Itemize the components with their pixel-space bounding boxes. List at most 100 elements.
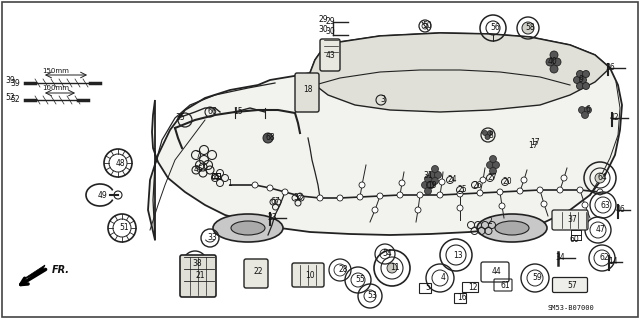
Text: 50: 50	[422, 21, 432, 31]
Circle shape	[357, 194, 363, 200]
Circle shape	[521, 177, 527, 183]
Text: 10: 10	[305, 271, 315, 279]
Text: 8: 8	[488, 130, 493, 139]
FancyBboxPatch shape	[292, 263, 324, 287]
Circle shape	[267, 185, 273, 191]
Circle shape	[439, 179, 445, 185]
Text: 11: 11	[390, 263, 400, 272]
Text: 27: 27	[487, 174, 497, 182]
Text: 100mm: 100mm	[42, 85, 69, 91]
Circle shape	[499, 203, 505, 209]
Text: 59: 59	[532, 273, 542, 283]
Circle shape	[582, 70, 589, 78]
Circle shape	[282, 189, 288, 195]
Ellipse shape	[495, 221, 529, 235]
Circle shape	[553, 58, 561, 66]
Circle shape	[497, 189, 503, 195]
Circle shape	[488, 130, 493, 136]
Text: 19: 19	[427, 181, 437, 189]
Text: FR.: FR.	[52, 265, 70, 275]
Text: 60: 60	[569, 235, 579, 244]
Circle shape	[582, 83, 589, 90]
Text: 52: 52	[5, 93, 15, 102]
Text: 30: 30	[318, 25, 328, 34]
Circle shape	[517, 188, 523, 194]
Circle shape	[582, 202, 588, 208]
Text: SM53-B07000: SM53-B07000	[548, 305, 595, 311]
Circle shape	[573, 77, 580, 84]
FancyBboxPatch shape	[552, 278, 588, 293]
Circle shape	[541, 201, 547, 207]
Circle shape	[597, 189, 603, 195]
Circle shape	[317, 195, 323, 201]
Text: 63: 63	[600, 201, 610, 210]
Text: 41: 41	[213, 174, 223, 182]
Text: 28: 28	[339, 265, 348, 275]
Text: 56: 56	[490, 24, 500, 33]
Circle shape	[550, 65, 558, 73]
Circle shape	[424, 175, 431, 182]
Circle shape	[537, 187, 543, 193]
Text: 29: 29	[318, 15, 328, 24]
Polygon shape	[148, 33, 622, 240]
Text: 51: 51	[119, 224, 129, 233]
Circle shape	[485, 135, 490, 139]
Circle shape	[297, 193, 303, 199]
Text: 30: 30	[325, 27, 335, 36]
Circle shape	[435, 172, 442, 179]
Text: 25: 25	[457, 186, 467, 195]
Text: 6: 6	[586, 106, 591, 115]
Text: 3: 3	[381, 95, 385, 105]
Circle shape	[252, 182, 258, 188]
Text: 9: 9	[579, 76, 584, 85]
Text: 35: 35	[175, 114, 185, 122]
Text: 22: 22	[253, 268, 263, 277]
Text: 31: 31	[423, 170, 433, 180]
Text: 1: 1	[228, 179, 232, 188]
Circle shape	[579, 107, 586, 114]
Circle shape	[417, 192, 423, 198]
Text: 36: 36	[605, 63, 615, 72]
Text: 57: 57	[567, 280, 577, 290]
Circle shape	[337, 195, 343, 201]
Text: 37: 37	[567, 216, 577, 225]
Text: 17: 17	[530, 138, 540, 147]
Bar	[212, 173, 220, 178]
Text: 61: 61	[500, 280, 510, 290]
Text: 5: 5	[426, 283, 431, 292]
Ellipse shape	[213, 214, 283, 242]
Bar	[462, 282, 478, 292]
Circle shape	[263, 133, 273, 143]
Circle shape	[522, 22, 534, 34]
Circle shape	[561, 175, 567, 181]
Text: 17: 17	[528, 140, 538, 150]
Circle shape	[415, 207, 421, 213]
Text: 52: 52	[10, 95, 20, 105]
Text: 14: 14	[608, 257, 618, 266]
Circle shape	[493, 161, 499, 168]
Circle shape	[431, 177, 438, 184]
Polygon shape	[22, 265, 45, 280]
Polygon shape	[310, 33, 610, 112]
Text: 33: 33	[207, 234, 217, 242]
Text: 21: 21	[195, 271, 205, 279]
Circle shape	[387, 263, 397, 273]
Text: 32: 32	[293, 194, 303, 203]
Text: 64: 64	[597, 174, 607, 182]
Text: 53: 53	[367, 292, 377, 300]
Text: 7: 7	[196, 151, 200, 160]
Circle shape	[486, 161, 493, 168]
Text: 40: 40	[547, 57, 557, 66]
Circle shape	[550, 51, 558, 59]
Circle shape	[359, 182, 365, 188]
Text: 42: 42	[609, 114, 619, 122]
Text: 15: 15	[233, 108, 243, 116]
Text: 29: 29	[325, 18, 335, 26]
FancyBboxPatch shape	[552, 210, 588, 230]
Ellipse shape	[231, 221, 265, 235]
Circle shape	[480, 177, 486, 183]
Text: 65: 65	[210, 174, 220, 182]
Circle shape	[377, 193, 383, 199]
Circle shape	[437, 192, 443, 198]
Bar	[419, 283, 431, 293]
